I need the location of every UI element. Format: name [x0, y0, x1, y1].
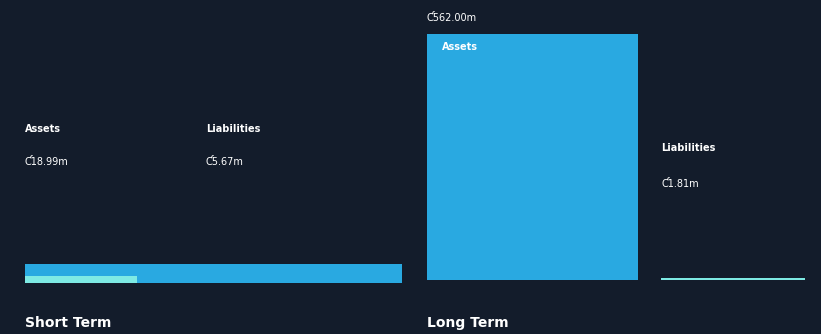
- Bar: [661, 278, 805, 280]
- Bar: [25, 276, 137, 283]
- Text: Short Term: Short Term: [25, 316, 111, 330]
- Text: Liabilities: Liabilities: [206, 124, 260, 134]
- Text: Assets: Assets: [442, 42, 478, 52]
- Text: Ƈ18.99m: Ƈ18.99m: [25, 157, 68, 167]
- Bar: [427, 34, 639, 280]
- Text: Ƈ562.00m: Ƈ562.00m: [427, 13, 477, 23]
- Text: Assets: Assets: [25, 124, 61, 134]
- Text: Liabilities: Liabilities: [661, 143, 715, 153]
- Text: Long Term: Long Term: [427, 316, 508, 330]
- Text: Ƈ5.67m: Ƈ5.67m: [206, 157, 244, 167]
- Text: Ƈ1.81m: Ƈ1.81m: [661, 179, 699, 189]
- Bar: [25, 264, 402, 283]
